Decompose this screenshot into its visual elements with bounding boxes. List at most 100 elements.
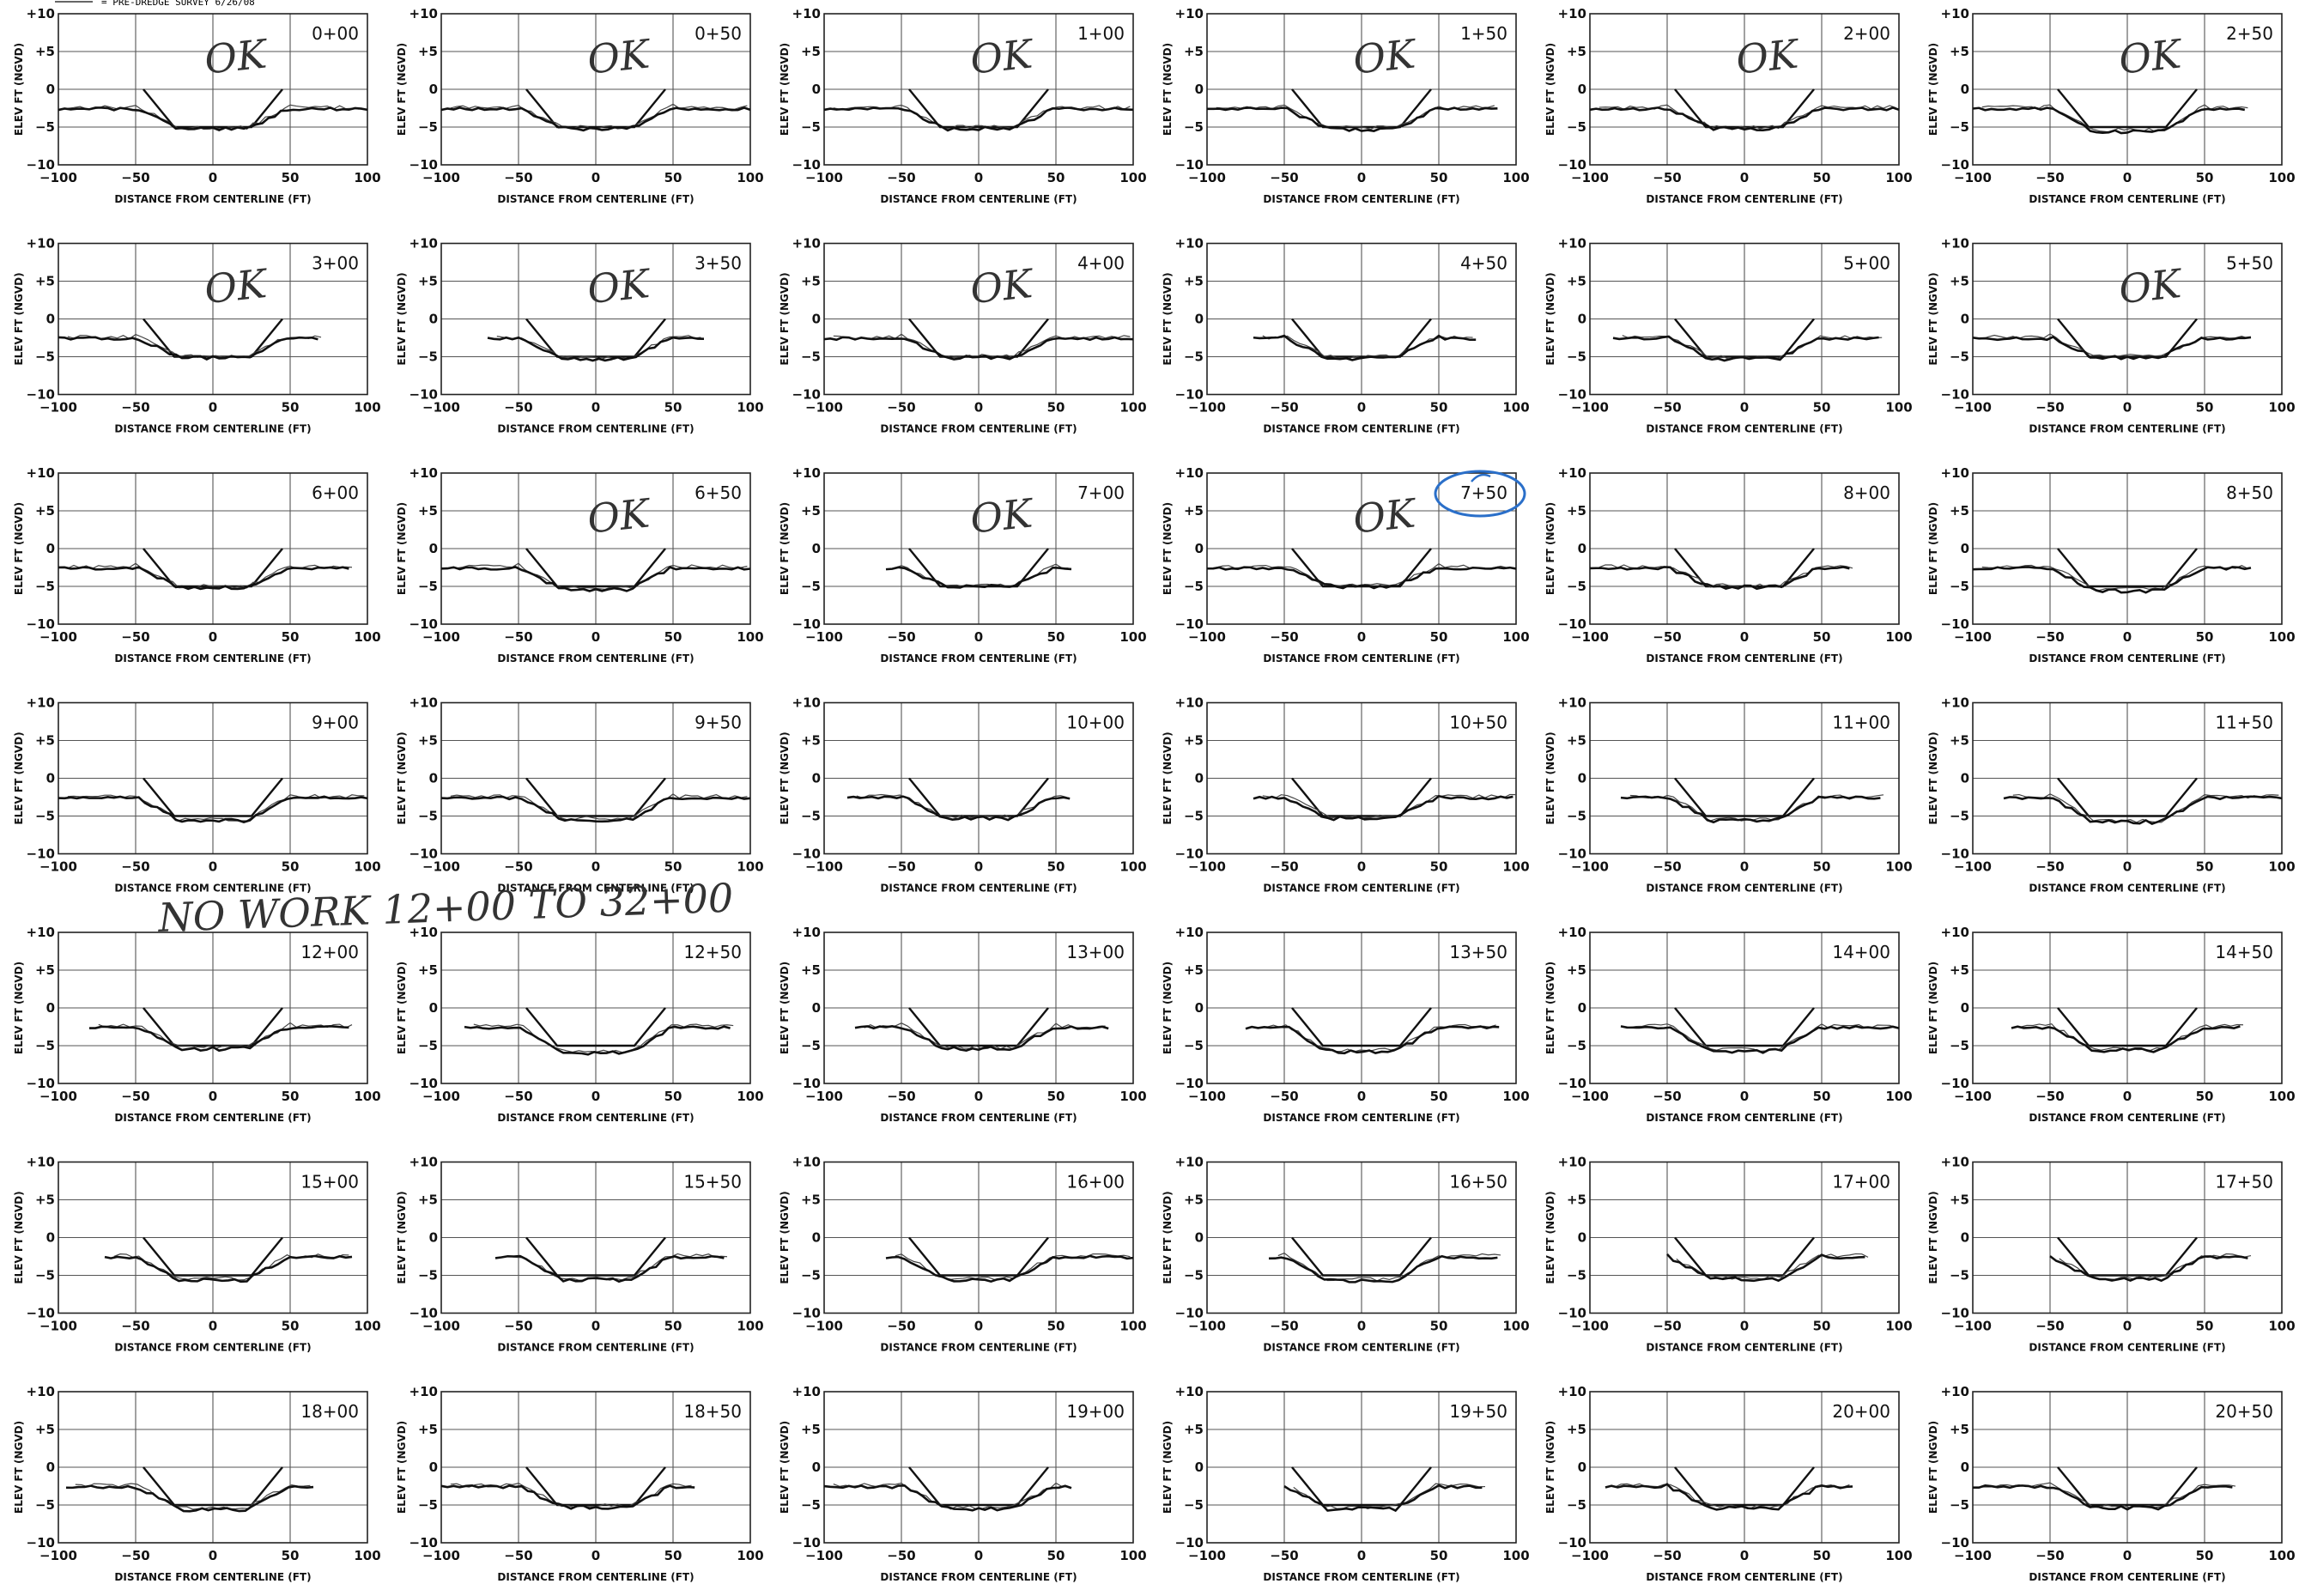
panel-17-50: −100 −50 0 50 100 +10 +5 0 −5 −10 DISTANCE FROM CE… [1927, 1155, 2296, 1354]
x-tick-label: −100 [1954, 1319, 1992, 1334]
y-axis-label: ELEV FT (NGVD) [1927, 1421, 1939, 1514]
y-tick-label: −10 [27, 157, 55, 173]
pre-dredge-profile-line [473, 1023, 734, 1053]
x-tick-label: 100 [354, 1089, 380, 1104]
y-axis-label: ELEV FT (NGVD) [1927, 272, 1939, 365]
x-tick-label: 0 [209, 400, 217, 416]
panel-13-50: −100 −50 0 50 100 +10 +5 0 −5 −10 DISTANCE FROM CE… [1162, 925, 1530, 1124]
plot-frame [440, 472, 751, 625]
y-tick-label: −10 [27, 616, 55, 632]
x-axis-label: DISTANCE FROM CENTERLINE (FT) [1263, 423, 1459, 435]
y-tick-label: +10 [409, 925, 438, 940]
station-circle-mark [1434, 470, 1526, 518]
y-tick-label: +5 [801, 1192, 821, 1208]
y-tick-label: +5 [418, 1422, 438, 1437]
template-section-line [908, 1236, 1049, 1277]
y-axis-label: ELEV FT (NGVD) [779, 731, 791, 824]
plot-frame [823, 242, 1134, 396]
ok-note: OK [968, 489, 1037, 543]
x-tick-label: 0 [1740, 170, 1749, 185]
plot-frame [58, 472, 368, 625]
station-label: 7+50 [1460, 482, 1507, 503]
y-tick-label: +10 [1558, 695, 1586, 711]
x-tick-label: 100 [2268, 400, 2295, 416]
pre-dredge-profile-line [450, 793, 748, 821]
template-section-line [1674, 1466, 1815, 1507]
x-tick-label: −50 [887, 400, 915, 416]
template-section-line [2057, 1466, 2198, 1507]
x-tick-label: −50 [2035, 170, 2064, 185]
y-tick-label: 0 [429, 312, 438, 327]
x-tick-label: 50 [1813, 629, 1831, 645]
x-tick-label: 0 [209, 859, 217, 875]
y-tick-label: 0 [812, 1230, 821, 1246]
x-tick-label: −50 [1653, 859, 1681, 875]
y-tick-label: 0 [1195, 82, 1204, 97]
y-tick-label: +10 [409, 236, 438, 252]
y-axis-label: ELEV FT (NGVD) [1162, 1191, 1174, 1283]
x-tick-label: −100 [39, 1089, 77, 1104]
ok-note: OK [585, 260, 654, 313]
station-label: 7+00 [1077, 482, 1125, 503]
panel-18-00: −100 −50 0 50 100 +10 +5 0 −5 −10 DISTANCE FROM CE… [13, 1384, 381, 1583]
station-label: 13+50 [1449, 942, 1507, 962]
y-tick-label: 0 [46, 1459, 55, 1475]
template-section-line [908, 1466, 1049, 1507]
ok-note: OK [1734, 30, 1803, 83]
y-tick-label: −5 [801, 1268, 821, 1283]
x-tick-label: −50 [1270, 1319, 1298, 1334]
post-dredge-profile-line [1268, 1254, 1498, 1283]
y-tick-label: +5 [35, 962, 55, 978]
x-tick-label: −100 [422, 1319, 460, 1334]
y-tick-label: −10 [409, 1535, 438, 1550]
x-tick-label: −50 [504, 1319, 532, 1334]
y-tick-label: +10 [1558, 925, 1586, 940]
ok-note: OK [968, 260, 1037, 313]
y-tick-label: −10 [1175, 1535, 1204, 1550]
y-tick-label: +5 [801, 1422, 821, 1437]
x-tick-label: 50 [1813, 1548, 1831, 1563]
x-tick-label: −100 [805, 400, 843, 416]
post-dredge-profile-line [823, 106, 1134, 132]
x-tick-label: 100 [1119, 1319, 1146, 1334]
y-tick-label: +10 [409, 695, 438, 711]
y-axis-label: ELEV FT (NGVD) [13, 272, 25, 365]
post-dredge-profile-line [2049, 1255, 2248, 1283]
station-label: 4+00 [1077, 253, 1125, 274]
x-tick-label: 100 [2268, 1548, 2295, 1563]
y-tick-label: −10 [1175, 387, 1204, 403]
y-axis-label: ELEV FT (NGVD) [1927, 502, 1939, 595]
x-tick-label: −100 [39, 1319, 77, 1334]
y-tick-label: −10 [27, 1076, 55, 1091]
y-tick-label: +5 [35, 1192, 55, 1208]
y-tick-label: −5 [418, 1497, 438, 1513]
station-label: 15+50 [683, 1172, 742, 1192]
pre-dredge-profile-line [1629, 1023, 1896, 1053]
post-dredge-profile-line [58, 795, 368, 824]
x-tick-label: 100 [737, 1548, 763, 1563]
x-tick-label: −50 [2035, 400, 2064, 416]
y-tick-label: −10 [409, 847, 438, 862]
station-label: 4+50 [1460, 253, 1507, 274]
x-tick-label: −100 [805, 1089, 843, 1104]
y-tick-label: +5 [35, 44, 55, 59]
x-tick-label: 0 [1357, 170, 1366, 185]
y-tick-label: +5 [1184, 503, 1204, 519]
y-tick-label: +10 [792, 236, 821, 252]
x-tick-label: 0 [2123, 400, 2132, 416]
y-tick-label: −10 [27, 847, 55, 862]
x-axis-label: DISTANCE FROM CENTERLINE (FT) [1263, 1342, 1459, 1354]
y-tick-label: −10 [1558, 847, 1586, 862]
panel-15-00: −100 −50 0 50 100 +10 +5 0 −5 −10 DISTANCE FROM CE… [13, 1155, 381, 1354]
x-axis-label: DISTANCE FROM CENTERLINE (FT) [880, 193, 1077, 205]
x-tick-label: 50 [1047, 859, 1065, 875]
plot-frame [58, 1391, 368, 1544]
y-tick-label: +5 [418, 1192, 438, 1208]
x-tick-label: −100 [1571, 859, 1609, 875]
x-tick-label: 100 [737, 629, 763, 645]
x-tick-label: 0 [974, 170, 983, 185]
y-tick-label: 0 [1961, 541, 1969, 556]
x-tick-label: 50 [664, 1548, 682, 1563]
y-axis-label: ELEV FT (NGVD) [396, 731, 408, 824]
x-tick-label: 100 [1885, 1548, 1912, 1563]
